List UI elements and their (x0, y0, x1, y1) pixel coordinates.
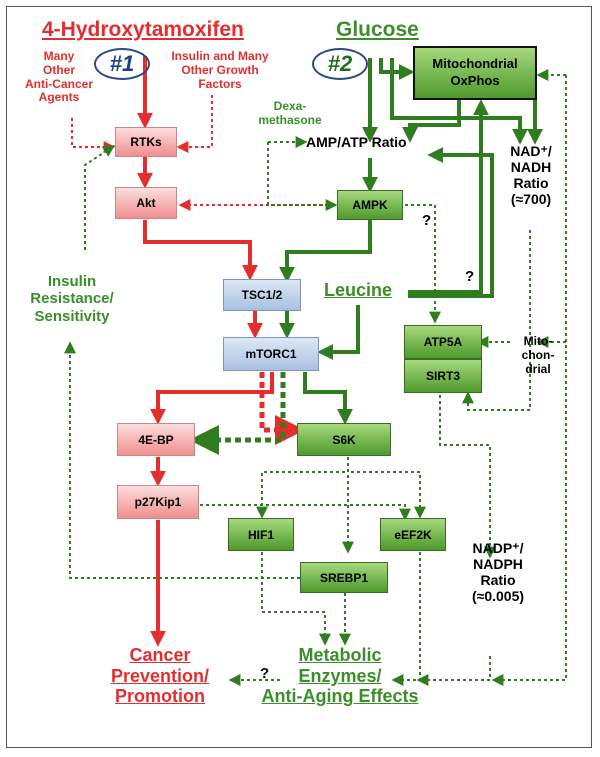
srebp1-node: SREBP1 (300, 562, 388, 593)
hif1-node: HIF1 (228, 518, 294, 551)
arrow-dexa-ampk (267, 142, 338, 211)
arrow-leucine-amp (408, 147, 494, 298)
cancer-outcome-title: Cancer Prevention/ Promotion (110, 645, 210, 707)
glucose-title: Glucose (336, 18, 419, 41)
p27kip1-node: p27Kip1 (117, 485, 199, 519)
nadp-ratio-label: NADP⁺/ NADPH Ratio (≈0.005) (471, 540, 525, 605)
question-metabolic: ? (260, 665, 270, 682)
arrow-s6k-hif1 (256, 457, 349, 519)
4ebp-node: 4E-BP (117, 423, 195, 456)
diagram-frame (6, 6, 592, 748)
arrow-p27-eef2k (200, 504, 411, 521)
arrow-glucose-nad (390, 58, 528, 145)
eef2k-node: eEF2K (380, 518, 446, 551)
mitochondrial-label: Mito- chon- drial (521, 334, 555, 376)
oxphos-node: Mitochondrial OxPhos (413, 46, 537, 100)
arrow-mtorc1-4ebp-dotted-green (189, 372, 286, 455)
arrow-nad-sirt3 (462, 230, 531, 411)
arrow-leucine-oxphos (408, 99, 489, 294)
question-ampk: ? (422, 212, 432, 229)
question-leucine: ? (465, 268, 475, 285)
insulin-growth-label: Insulin and Many Other Growth Factors (171, 49, 269, 91)
arrow-s6k-eef2k (347, 457, 426, 519)
mtorc1-node: mTORC1 (223, 337, 319, 371)
amp-atp-ratio-label: AMP/ATP Ratio (306, 134, 407, 150)
arrow-anticancer-rtks (71, 118, 116, 153)
metabolic-outcome-title: Metabolic Enzymes/ Anti-Aging Effects (261, 645, 419, 707)
arrow-ampk-tsc (279, 220, 372, 283)
arrow-insulinres-rtks (84, 145, 115, 250)
arrow-srebp1-insulinres (64, 341, 300, 579)
sirt3-node: SIRT3 (404, 359, 482, 393)
tsc-node: TSC1/2 (223, 279, 301, 311)
s6k-node: S6K (297, 423, 391, 456)
arrow-mtorc1-4ebp (150, 372, 274, 425)
arrow-mtorc1-s6k (303, 372, 353, 425)
arrow-insulin-rtks (176, 95, 213, 153)
akt-node: Akt (115, 187, 177, 219)
arrow-sirt3-nadp (439, 395, 496, 559)
arrow-mtorc1-s6k-dotted-red (259, 372, 305, 445)
arrow-oxphos-amp (402, 100, 461, 143)
arrow-akt-tsc (143, 220, 258, 281)
dexamethasone-label: Dexa- methasone (258, 99, 322, 127)
arrow-hif1-metabolic (261, 552, 331, 646)
badge-1: #1 (94, 48, 150, 80)
arrow-leucine-mtorc1 (317, 305, 360, 360)
nad-ratio-label: NAD⁺/ NADH Ratio (≈700) (510, 143, 552, 208)
rtks-node: RTKs (115, 127, 177, 157)
anticancer-label: Many Other Anti-Cancer Agents (24, 49, 93, 105)
arrow-ampk-atp5a (405, 204, 441, 324)
leucine-title: Leucine (324, 280, 393, 300)
hydroxytamoxifen-title: 4-Hydroxytamoxifen (42, 18, 244, 41)
insulin-resistance-label: Insulin Resistance/ Sensitivity (30, 273, 114, 325)
arrow-glucose-oxphos (379, 58, 415, 80)
atp5a-node: ATP5A (404, 325, 482, 359)
arrow-nadp-metabolic (416, 656, 491, 686)
badge-2: #2 (312, 48, 368, 80)
ampk-node: AMPK (337, 190, 403, 220)
